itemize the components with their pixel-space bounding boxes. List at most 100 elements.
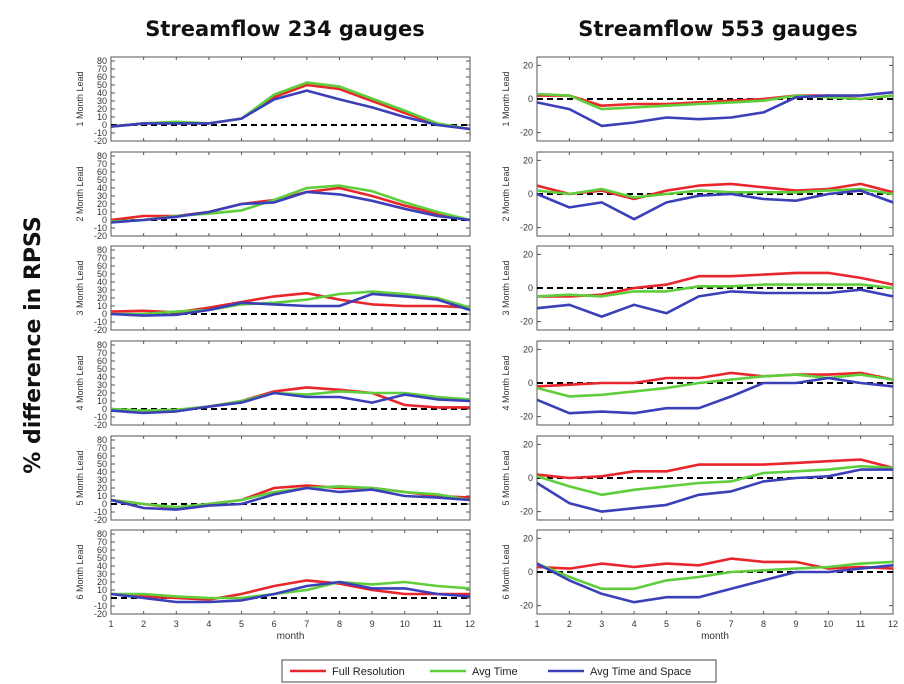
x-tick-label: 2 bbox=[141, 619, 146, 629]
lead-label: 4 Month Lead bbox=[501, 355, 511, 410]
y-tick-label: 80 bbox=[97, 529, 107, 539]
y-tick-label: 0 bbox=[528, 189, 533, 199]
y-tick-label: 0 bbox=[102, 309, 107, 319]
lead-label: 1 Month Lead bbox=[75, 71, 85, 126]
y-tick-label: 80 bbox=[97, 435, 107, 445]
x-tick-label: 3 bbox=[174, 619, 179, 629]
x-tick-label: 5 bbox=[664, 619, 669, 629]
y-tick-label: -10 bbox=[94, 317, 107, 327]
right-panel-1: -20 0 20 1 Month Lead bbox=[501, 56, 894, 142]
x-tick-label: 7 bbox=[729, 619, 734, 629]
series-full-resolution bbox=[536, 458, 894, 480]
y-tick-label: 60 bbox=[97, 72, 107, 82]
series-avg-time bbox=[536, 187, 894, 199]
y-tick-label: 10 bbox=[97, 491, 107, 501]
y-tick-label: 30 bbox=[97, 475, 107, 485]
y-tick-label: 50 bbox=[97, 364, 107, 374]
x-tick-label: 8 bbox=[337, 619, 342, 629]
y-tick-label: 10 bbox=[97, 396, 107, 406]
legend-label: Avg Time bbox=[472, 666, 518, 678]
series-avg-time bbox=[536, 373, 894, 398]
y-tick-label: 40 bbox=[97, 183, 107, 193]
y-tick-label: -10 bbox=[94, 601, 107, 611]
y-tick-label: 20 bbox=[97, 483, 107, 493]
legend-item-avg-time: Avg Time bbox=[430, 666, 518, 678]
y-tick-label: 60 bbox=[97, 356, 107, 366]
legend: Full Resolution Avg Time Avg Time and Spac… bbox=[281, 659, 717, 683]
panel-frame bbox=[110, 245, 471, 331]
y-tick-label: 0 bbox=[102, 404, 107, 414]
y-tick-label: 40 bbox=[97, 561, 107, 571]
x-tick-label: 6 bbox=[696, 619, 701, 629]
right-panel-5: -20 0 20 5 Month Lead bbox=[501, 435, 894, 521]
series-avg-time bbox=[536, 464, 894, 497]
y-tick-label: 60 bbox=[97, 451, 107, 461]
series-avg-time-and-space bbox=[536, 468, 893, 513]
y-tick-label: -20 bbox=[520, 507, 533, 517]
y-tick-label: -20 bbox=[94, 420, 107, 430]
y-tick-label: 20 bbox=[523, 60, 533, 70]
y-tick-label: 0 bbox=[528, 283, 533, 293]
y-tick-label: -20 bbox=[94, 515, 107, 525]
y-tick-label: 0 bbox=[102, 120, 107, 130]
y-tick-label: 20 bbox=[97, 199, 107, 209]
y-tick-label: 70 bbox=[97, 443, 107, 453]
series-avg-time bbox=[111, 290, 471, 316]
series-avg-time-and-space bbox=[110, 580, 471, 604]
y-tick-label: 70 bbox=[97, 64, 107, 74]
x-tick-label: 11 bbox=[856, 619, 865, 629]
x-tick-label: 4 bbox=[632, 619, 637, 629]
y-tick-label: 40 bbox=[97, 467, 107, 477]
x-tick-label: 3 bbox=[599, 619, 604, 629]
y-tick-label: 10 bbox=[97, 585, 107, 595]
y-tick-label: -10 bbox=[94, 412, 107, 422]
right-panel-3: -20 0 20 3 Month Lead bbox=[501, 245, 894, 331]
legend-item-full-resolution: Full Resolution bbox=[290, 666, 405, 678]
panel-frame bbox=[110, 56, 471, 142]
y-tick-label: 20 bbox=[523, 344, 533, 354]
y-tick-label: 60 bbox=[97, 167, 107, 177]
legend-frame bbox=[281, 659, 717, 683]
series-avg-time-and-space bbox=[536, 288, 894, 318]
y-tick-label: 0 bbox=[528, 378, 533, 388]
y-tick-label: 80 bbox=[97, 151, 107, 161]
legend-label: Avg Time and Space bbox=[590, 666, 691, 678]
y-tick-label: 60 bbox=[97, 261, 107, 271]
y-tick-label: 0 bbox=[528, 473, 533, 483]
series-avg-time bbox=[110, 81, 471, 131]
y-tick-label: -20 bbox=[94, 325, 107, 335]
y-tick-label: 60 bbox=[97, 545, 107, 555]
y-tick-label: -20 bbox=[520, 317, 533, 327]
series-avg-time-and-space bbox=[110, 391, 471, 415]
y-tick-label: 20 bbox=[523, 533, 533, 543]
series-avg-time-and-space bbox=[110, 89, 471, 131]
legend-label: Full Resolution bbox=[332, 666, 405, 678]
y-tick-label: 40 bbox=[97, 372, 107, 382]
y-tick-label: -20 bbox=[520, 412, 533, 422]
series-full-resolution bbox=[536, 371, 894, 388]
y-tick-label: -10 bbox=[94, 223, 107, 233]
y-tick-label: -20 bbox=[520, 223, 533, 233]
x-tick-label: 8 bbox=[761, 619, 766, 629]
y-tick-label: 0 bbox=[102, 215, 107, 225]
lead-label: 6 Month Lead bbox=[75, 544, 85, 599]
right-chart-title: Streamflow 553 gauges bbox=[578, 17, 858, 41]
y-tick-label: -20 bbox=[520, 601, 533, 611]
y-tick-label: 10 bbox=[97, 301, 107, 311]
y-tick-label: 0 bbox=[528, 94, 533, 104]
series-full-resolution bbox=[536, 182, 894, 201]
y-tick-label: -20 bbox=[520, 128, 533, 138]
x-tick-label: 6 bbox=[272, 619, 277, 629]
x-tick-label: 9 bbox=[370, 619, 375, 629]
y-axis-title: % difference in RPSS bbox=[21, 216, 46, 473]
y-tick-label: -20 bbox=[94, 136, 107, 146]
lead-label: 1 Month Lead bbox=[501, 71, 511, 126]
x-tick-label: 4 bbox=[206, 619, 211, 629]
y-tick-label: 30 bbox=[97, 380, 107, 390]
series-avg-time-and-space bbox=[110, 486, 471, 511]
